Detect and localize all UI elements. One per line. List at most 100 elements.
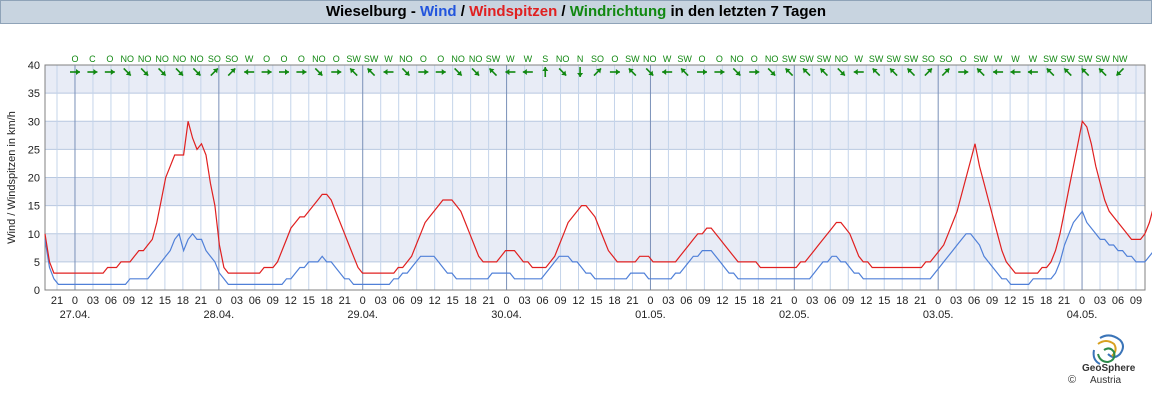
background-band (45, 65, 1145, 94)
direction-arrow-icon (418, 69, 429, 75)
direction-label: SW (1095, 54, 1110, 64)
y-tick-label: 10 (28, 229, 40, 241)
x-hour-tick-label: 0 (504, 295, 510, 307)
y-tick-label: 30 (28, 116, 40, 128)
y-tick-label: 25 (28, 144, 40, 156)
x-hour-tick-label: 03 (806, 295, 818, 307)
direction-arrow-icon (1063, 67, 1072, 77)
x-hour-tick-label: 21 (770, 295, 782, 307)
direction-label: C (89, 54, 96, 64)
direction-label: SW (1061, 54, 1076, 64)
direction-arrow-icon (767, 67, 776, 77)
direction-label: SW (364, 54, 379, 64)
series-lines (44, 119, 1152, 285)
direction-label: O (611, 54, 618, 64)
chart-title: Wieselburg - Wind / Windspitzen / Windri… (0, 0, 1152, 24)
y-tick-label: 15 (28, 201, 40, 213)
series-line-wind (44, 210, 1152, 285)
direction-label: W (1011, 54, 1020, 64)
direction-label: O (716, 54, 723, 64)
x-hour-tick-label: 06 (393, 295, 405, 307)
x-hour-tick-label: 18 (321, 295, 333, 307)
x-hour-tick-label: 06 (968, 295, 980, 307)
wind-direction-row: O C O NO NO NO NO NO SO SO W O O O NO O SW SW W NO O O NO NO SW W… (70, 54, 1128, 77)
title-wind: Wind (420, 3, 457, 20)
direction-arrow-icon (1098, 67, 1107, 77)
x-date-label: 29.04. (347, 309, 378, 321)
direction-label: SW (869, 54, 884, 64)
x-hour-tick-label: 15 (1022, 295, 1034, 307)
x-axis-hour-ticks: 21 0 03 06 09 12 15 18 21 0 03 06 09 12 15 18 21 0 03 06 09 1… (51, 295, 1142, 307)
direction-label: NO (138, 54, 152, 64)
direction-arrow-icon (784, 67, 794, 77)
x-hour-tick-label: 15 (303, 295, 315, 307)
direction-arrow-icon (1081, 67, 1090, 77)
direction-label: W (663, 54, 672, 64)
plot-frame (44, 64, 1146, 291)
direction-arrow-icon (609, 69, 620, 75)
x-hour-tick-label: 15 (590, 295, 602, 307)
x-hour-tick-label: 12 (285, 295, 297, 307)
x-hour-tick-label: 15 (734, 295, 746, 307)
x-hour-tick-label: 21 (914, 295, 926, 307)
x-hour-tick-label: 0 (216, 295, 222, 307)
direction-label: O (298, 54, 305, 64)
direction-label: NO (451, 54, 465, 64)
direction-label: SW (973, 54, 988, 64)
direction-arrow-icon (70, 69, 80, 75)
x-hour-tick-label: 06 (824, 295, 836, 307)
vertical-gridlines (56, 65, 1137, 290)
x-hour-tick-label: 06 (1112, 295, 1124, 307)
series-line-windspitzen (44, 119, 1152, 274)
direction-label: SW (782, 54, 797, 64)
direction-arrow-icon (906, 67, 916, 77)
x-date-label: 02.05. (779, 309, 810, 321)
direction-label: NO (765, 54, 779, 64)
direction-arrow-icon (366, 67, 376, 77)
x-hour-tick-label: 09 (986, 295, 998, 307)
x-hour-tick-label: 0 (1079, 295, 1085, 307)
direction-arrow-icon (488, 67, 498, 77)
x-hour-tick-label: 18 (752, 295, 764, 307)
x-hour-tick-label: 03 (375, 295, 387, 307)
direction-label: SO (225, 54, 238, 64)
x-hour-tick-label: 18 (608, 295, 620, 307)
x-hour-tick-label: 06 (249, 295, 261, 307)
direction-label: O (106, 54, 113, 64)
x-hour-tick-label: 0 (647, 295, 653, 307)
direction-label: O (437, 54, 444, 64)
wind-chart: 0 5 10 15 20 25 30 35 40 Wind / Windspitzen in k… (6, 54, 1152, 321)
direction-arrow-icon (837, 67, 846, 77)
x-hour-tick-label: 12 (429, 295, 441, 307)
direction-label: NO (155, 54, 169, 64)
direction-arrow-icon (941, 67, 950, 77)
direction-label: NO (643, 54, 657, 64)
x-hour-tick-label: 18 (896, 295, 908, 307)
x-hour-tick-label: 06 (105, 295, 117, 307)
title-gusts: Windspitzen (469, 3, 558, 20)
direction-arrow-icon (505, 69, 516, 75)
direction-label: SO (208, 54, 221, 64)
x-hour-tick-label: 06 (536, 295, 548, 307)
direction-label: SW (625, 54, 640, 64)
direction-label: O (420, 54, 427, 64)
direction-arrow-icon (802, 67, 811, 77)
direction-label: NO (556, 54, 570, 64)
x-hour-tick-label: 15 (447, 295, 459, 307)
x-hour-tick-label: 09 (554, 295, 566, 307)
x-hour-tick-label: 18 (177, 295, 189, 307)
direction-arrow-icon (1010, 69, 1021, 75)
direction-arrow-icon (558, 67, 567, 77)
x-hour-tick-label: 03 (231, 295, 243, 307)
direction-label: NO (835, 54, 849, 64)
background-bands (45, 65, 1145, 262)
direction-label: SW (486, 54, 501, 64)
y-tick-label: 35 (28, 88, 40, 100)
y-tick-label: 0 (34, 285, 40, 297)
x-hour-tick-label: 15 (878, 295, 890, 307)
background-band (45, 121, 1145, 150)
title-suffix: in den letzten 7 Tagen (666, 3, 827, 20)
x-hour-tick-label: 09 (1130, 295, 1142, 307)
direction-arrow-icon (244, 69, 255, 75)
x-date-label: 30.04. (491, 309, 522, 321)
